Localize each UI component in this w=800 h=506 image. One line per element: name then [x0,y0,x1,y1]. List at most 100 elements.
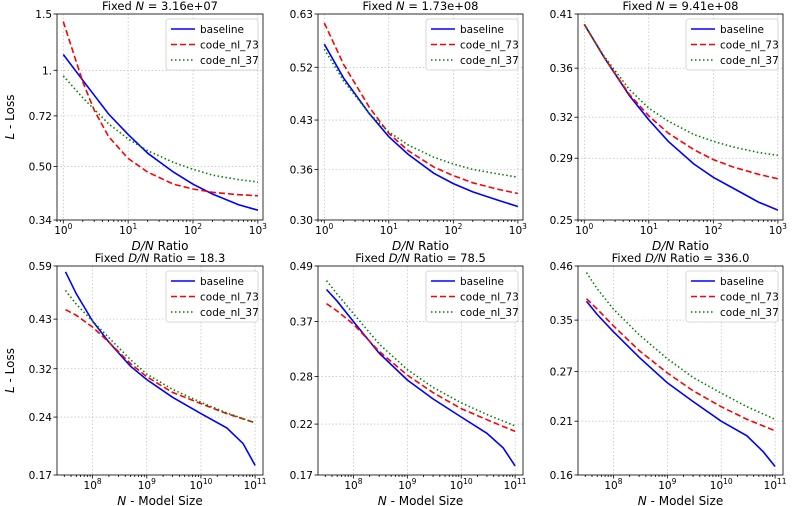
x-tick-label: 109 [658,477,676,492]
subplot-4: 108 109 1010 1011 0.17 0.24 0.32 0.43 0.59 Fixed … [3,251,267,506]
y-tick-label: 0.35 [550,315,573,327]
y-tick-label: 0.36 [550,63,574,75]
x-axis-label: N - Model Size [117,494,202,506]
series-line-baseline [585,300,776,468]
y-tick-label: 0.27 [550,366,573,378]
legend-label: code_nl_73 [200,40,259,52]
y-tick-label: 1.5 [35,9,52,21]
x-tick-label: 100 [575,222,593,237]
series-line-baseline [62,54,259,211]
series-line-baseline [325,288,516,467]
plot-frame [317,265,524,476]
subplot-title: Fixed N = 9.41e+08 [623,0,739,13]
legend-box [165,18,259,71]
series-line-code-nl-37 [585,272,776,421]
x-tick-label: 103 [249,222,267,237]
series-line-baseline [64,271,256,466]
x-tick-label: 109 [398,477,416,492]
x-axis-label: N - Model Size [378,494,463,506]
subplot-title: Fixed D/N Ratio = 78.5 [355,251,486,265]
legend-label: code_nl_73 [200,292,259,304]
legend-label: code_nl_37 [720,307,779,319]
x-tick-label: 103 [769,222,787,237]
y-tick-label: 0.36 [290,164,314,176]
legend: baseline code_nl_73 code_nl_37 [425,18,519,71]
y-tick-label: 0.30 [290,215,313,227]
legend-box [425,270,519,323]
subplot-title: Fixed N = 1.73e+08 [363,0,479,13]
legend-label: baseline [200,24,244,36]
y-tick-label: 0.28 [290,371,313,383]
x-axis-label: N - Model Size [638,494,723,506]
x-tick-label: 102 [184,222,202,237]
legend-label: code_nl_73 [460,40,519,52]
y-axis-label: L - Loss [3,95,17,140]
plot-frame [317,13,524,221]
x-axis-label: D/N Ratio [392,239,449,253]
y-tick-label: 0.46 [550,261,574,273]
legend-label: code_nl_73 [720,292,779,304]
y-tick-label: 0.25 [550,215,573,227]
y-tick-label: 0.50 [29,161,52,173]
y-tick-label: 0.17 [290,470,313,482]
y-tick-label: 0.59 [29,261,52,273]
x-tick-label: 1011 [244,477,267,492]
x-tick-label: 101 [119,222,137,237]
series-line-code-nl-73 [583,23,779,180]
x-tick-label: 109 [138,477,156,492]
legend: baseline code_nl_73 code_nl_37 [425,270,519,323]
x-tick-label: 101 [640,222,658,237]
series-line-baseline [323,43,519,208]
subplot-title: Fixed D/N Ratio = 18.3 [95,251,226,265]
legend-label: baseline [460,24,504,36]
y-tick-label: 1. [42,65,52,77]
legend-label: code_nl_73 [460,292,519,304]
plot-frame [56,13,264,221]
subplot-1: 100 101 102 103 0.34 0.50 0.72 1. 1.5 Fixed N = 3… [3,0,267,253]
legend-label: code_nl_37 [720,55,779,67]
x-tick-label: 1010 [189,477,212,492]
x-tick-label: 1010 [710,477,733,492]
subplot-6: 108 109 1010 1011 0.16 0.21 0.27 0.35 0.46 Fixed … [550,251,787,506]
legend-box [685,270,779,323]
legend: baseline code_nl_73 code_nl_37 [685,270,779,323]
x-tick-label: 100 [54,222,72,237]
subplot-3: 100 101 102 103 0.25 0.29 0.32 0.36 0.41 Fixed N … [550,0,788,253]
y-tick-label: 0.37 [290,316,313,328]
y-tick-label: 0.29 [550,153,573,165]
x-tick-label: 102 [704,222,722,237]
series-line-code-nl-73 [326,302,516,433]
plot-frame [577,265,784,476]
legend: baseline code_nl_73 code_nl_37 [685,18,779,71]
x-tick-label: 1010 [450,477,473,492]
series-line-code-nl-73 [585,298,776,432]
subplot-5: 108 109 1010 1011 0.17 0.22 0.28 0.37 0.49 Fixed … [290,251,527,506]
y-tick-label: 0.49 [290,261,313,273]
x-tick-label: 1011 [764,477,787,492]
series-line-code-nl-37 [325,280,516,427]
x-tick-label: 1011 [504,477,527,492]
legend-label: code_nl_37 [460,55,519,67]
legend: baseline code_nl_73 code_nl_37 [165,270,259,323]
legend-label: code_nl_37 [460,307,519,319]
series-line-code-nl-37 [64,290,256,424]
y-tick-label: 0.17 [29,470,52,482]
y-tick-label: 0.43 [290,115,313,127]
legend: baseline code_nl_73 code_nl_37 [165,18,259,71]
x-tick-label: 108 [84,477,102,492]
y-tick-label: 0.41 [550,9,573,21]
x-tick-label: 102 [444,222,462,237]
legend-box [165,270,259,323]
subplot-title: Fixed D/N Ratio = 336.0 [612,251,750,265]
series-line-baseline [583,23,779,211]
y-tick-label: 0.32 [29,364,52,376]
legend-label: baseline [460,276,504,288]
x-tick-label: 108 [344,477,362,492]
y-tick-label: 0.16 [550,470,574,482]
x-tick-label: 108 [604,477,622,492]
x-tick-label: 101 [380,222,398,237]
legend-box [685,18,779,71]
y-tick-label: 0.21 [550,416,573,428]
series-line-code-nl-37 [583,23,779,157]
